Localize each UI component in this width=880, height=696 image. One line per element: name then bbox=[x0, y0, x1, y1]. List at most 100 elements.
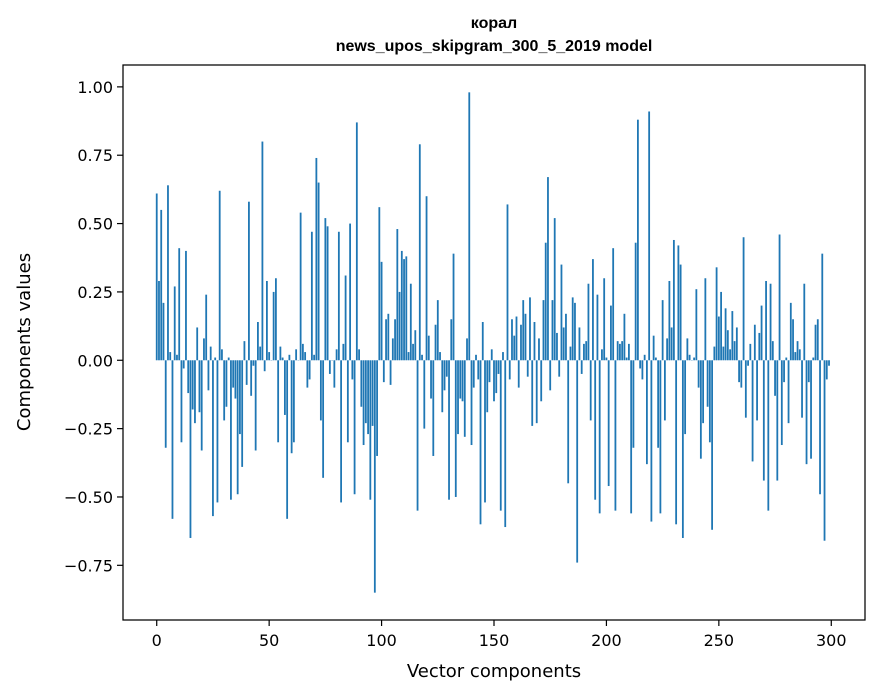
bar bbox=[324, 218, 327, 361]
bar bbox=[738, 360, 740, 383]
bar bbox=[306, 360, 309, 388]
x-tick-label: 250 bbox=[704, 631, 735, 650]
bar bbox=[400, 250, 403, 361]
bar bbox=[819, 360, 821, 495]
bar bbox=[241, 360, 244, 467]
bar bbox=[299, 212, 302, 361]
bar bbox=[711, 360, 713, 530]
bar bbox=[369, 360, 372, 500]
bar bbox=[708, 360, 711, 443]
bar bbox=[551, 300, 554, 361]
bar bbox=[277, 360, 280, 443]
bar bbox=[391, 338, 394, 361]
bar bbox=[634, 242, 637, 361]
bar bbox=[423, 360, 426, 429]
bar bbox=[724, 308, 727, 361]
bar bbox=[328, 360, 331, 374]
bar bbox=[344, 275, 347, 361]
bar bbox=[807, 360, 810, 383]
bar bbox=[171, 360, 174, 519]
bar bbox=[639, 360, 642, 369]
y-tick-label: 0.75 bbox=[77, 146, 113, 165]
bar bbox=[457, 360, 459, 435]
bar bbox=[340, 360, 342, 503]
bar bbox=[178, 248, 181, 361]
bar bbox=[801, 360, 803, 418]
bar bbox=[684, 360, 687, 435]
bar bbox=[540, 360, 543, 402]
bar bbox=[560, 264, 563, 361]
bar bbox=[490, 349, 493, 361]
bar bbox=[702, 360, 705, 424]
bar bbox=[666, 338, 669, 361]
bar bbox=[430, 360, 432, 399]
bar bbox=[612, 248, 615, 361]
bar bbox=[445, 360, 448, 377]
bar bbox=[580, 360, 583, 374]
bar bbox=[436, 300, 439, 361]
bar bbox=[248, 201, 250, 361]
bar bbox=[234, 360, 237, 399]
bar bbox=[749, 343, 752, 361]
y-tick-label: 0.00 bbox=[77, 351, 113, 370]
bar bbox=[592, 259, 594, 361]
bar bbox=[619, 343, 621, 361]
bar bbox=[767, 360, 770, 511]
bar bbox=[286, 360, 289, 519]
bar bbox=[762, 360, 765, 481]
bar bbox=[542, 300, 545, 361]
bar bbox=[515, 316, 518, 361]
bar bbox=[610, 305, 612, 361]
bar bbox=[198, 360, 201, 413]
bar bbox=[558, 360, 561, 377]
bar bbox=[771, 341, 774, 361]
bar bbox=[758, 332, 761, 361]
x-axis-ticks: 0 50 100 150 200 250 300 bbox=[152, 620, 847, 650]
bar bbox=[407, 352, 410, 361]
bar bbox=[753, 324, 756, 361]
bar bbox=[308, 360, 311, 380]
bar bbox=[358, 349, 360, 361]
bar bbox=[196, 327, 199, 361]
bar bbox=[789, 302, 792, 361]
bar bbox=[214, 357, 217, 361]
bar bbox=[544, 242, 547, 361]
bar bbox=[223, 360, 226, 421]
bar bbox=[376, 360, 378, 456]
bar bbox=[288, 354, 291, 361]
bar bbox=[463, 360, 466, 437]
bar bbox=[783, 360, 785, 383]
bar bbox=[275, 278, 277, 361]
x-tick-label: 100 bbox=[366, 631, 397, 650]
bar bbox=[677, 245, 680, 361]
bar bbox=[605, 357, 608, 361]
bar bbox=[346, 360, 349, 443]
bar bbox=[315, 157, 318, 361]
bar bbox=[742, 237, 745, 361]
x-tick-label: 150 bbox=[479, 631, 510, 650]
bar bbox=[441, 360, 444, 413]
y-tick-label: −0.50 bbox=[64, 488, 113, 507]
bar bbox=[567, 360, 570, 484]
bar bbox=[182, 360, 185, 369]
bar bbox=[158, 280, 160, 361]
bar bbox=[506, 204, 509, 361]
bar bbox=[733, 341, 736, 361]
bar bbox=[378, 207, 381, 361]
bar bbox=[486, 360, 489, 413]
bar bbox=[475, 354, 477, 361]
bar bbox=[263, 360, 266, 372]
bar bbox=[726, 330, 729, 361]
bar bbox=[351, 360, 354, 380]
chart-title-line-2: news_upos_skipgram_300_5_2019 model bbox=[336, 38, 653, 55]
bar bbox=[632, 360, 635, 448]
bar bbox=[160, 209, 163, 361]
bar bbox=[230, 360, 232, 500]
bar bbox=[283, 360, 286, 415]
bar bbox=[207, 360, 210, 391]
bar bbox=[425, 196, 428, 361]
x-tick-label: 200 bbox=[591, 631, 622, 650]
bar bbox=[450, 319, 453, 361]
bar bbox=[589, 360, 592, 421]
bar bbox=[569, 346, 572, 361]
